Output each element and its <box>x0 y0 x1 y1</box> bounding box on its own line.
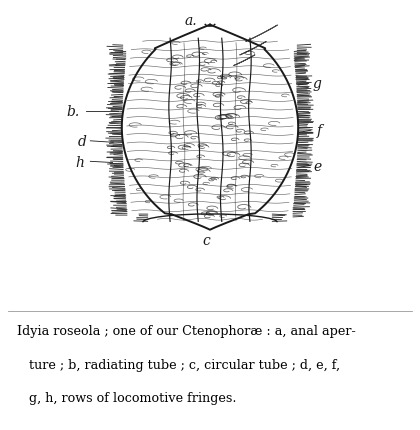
Text: b.: b. <box>67 104 80 118</box>
Text: Idyia roseola ; one of our Ctenophoræ : a, anal aper-: Idyia roseola ; one of our Ctenophoræ : … <box>17 324 356 337</box>
Text: g: g <box>312 77 322 91</box>
Text: d: d <box>77 135 87 148</box>
Text: f: f <box>317 124 322 138</box>
Text: ture ; b, radiating tube ; c, circular tube ; d, e, f,: ture ; b, radiating tube ; c, circular t… <box>29 358 341 371</box>
Text: e: e <box>313 160 321 174</box>
Text: h: h <box>75 156 84 169</box>
Text: a.: a. <box>185 14 197 28</box>
Text: g, h, rows of locomotive fringes.: g, h, rows of locomotive fringes. <box>29 391 237 404</box>
Text: c: c <box>202 234 210 248</box>
